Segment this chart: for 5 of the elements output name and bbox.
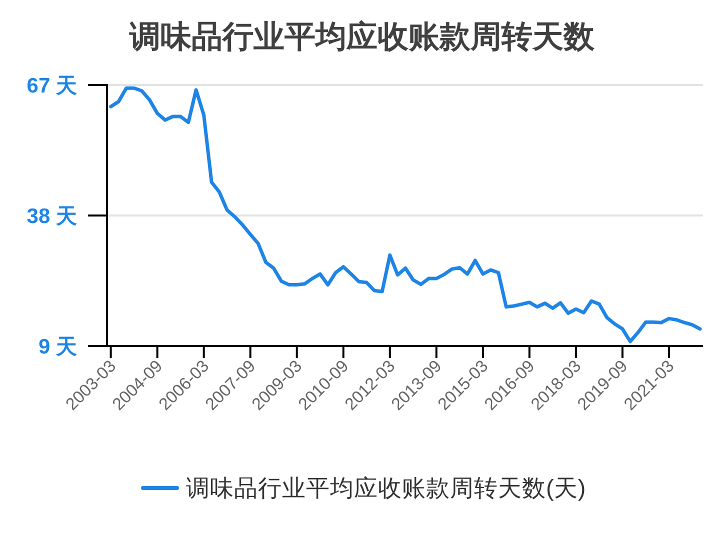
chart-title: 调味品行业平均应收账款周转天数 [128, 19, 596, 54]
y-tick-label: 67 天 [26, 74, 77, 98]
legend: 调味品行业平均应收账款周转天数(天) [141, 475, 586, 501]
y-tick-label: 38 天 [26, 205, 77, 228]
y-tick-label: 9 天 [38, 336, 77, 358]
